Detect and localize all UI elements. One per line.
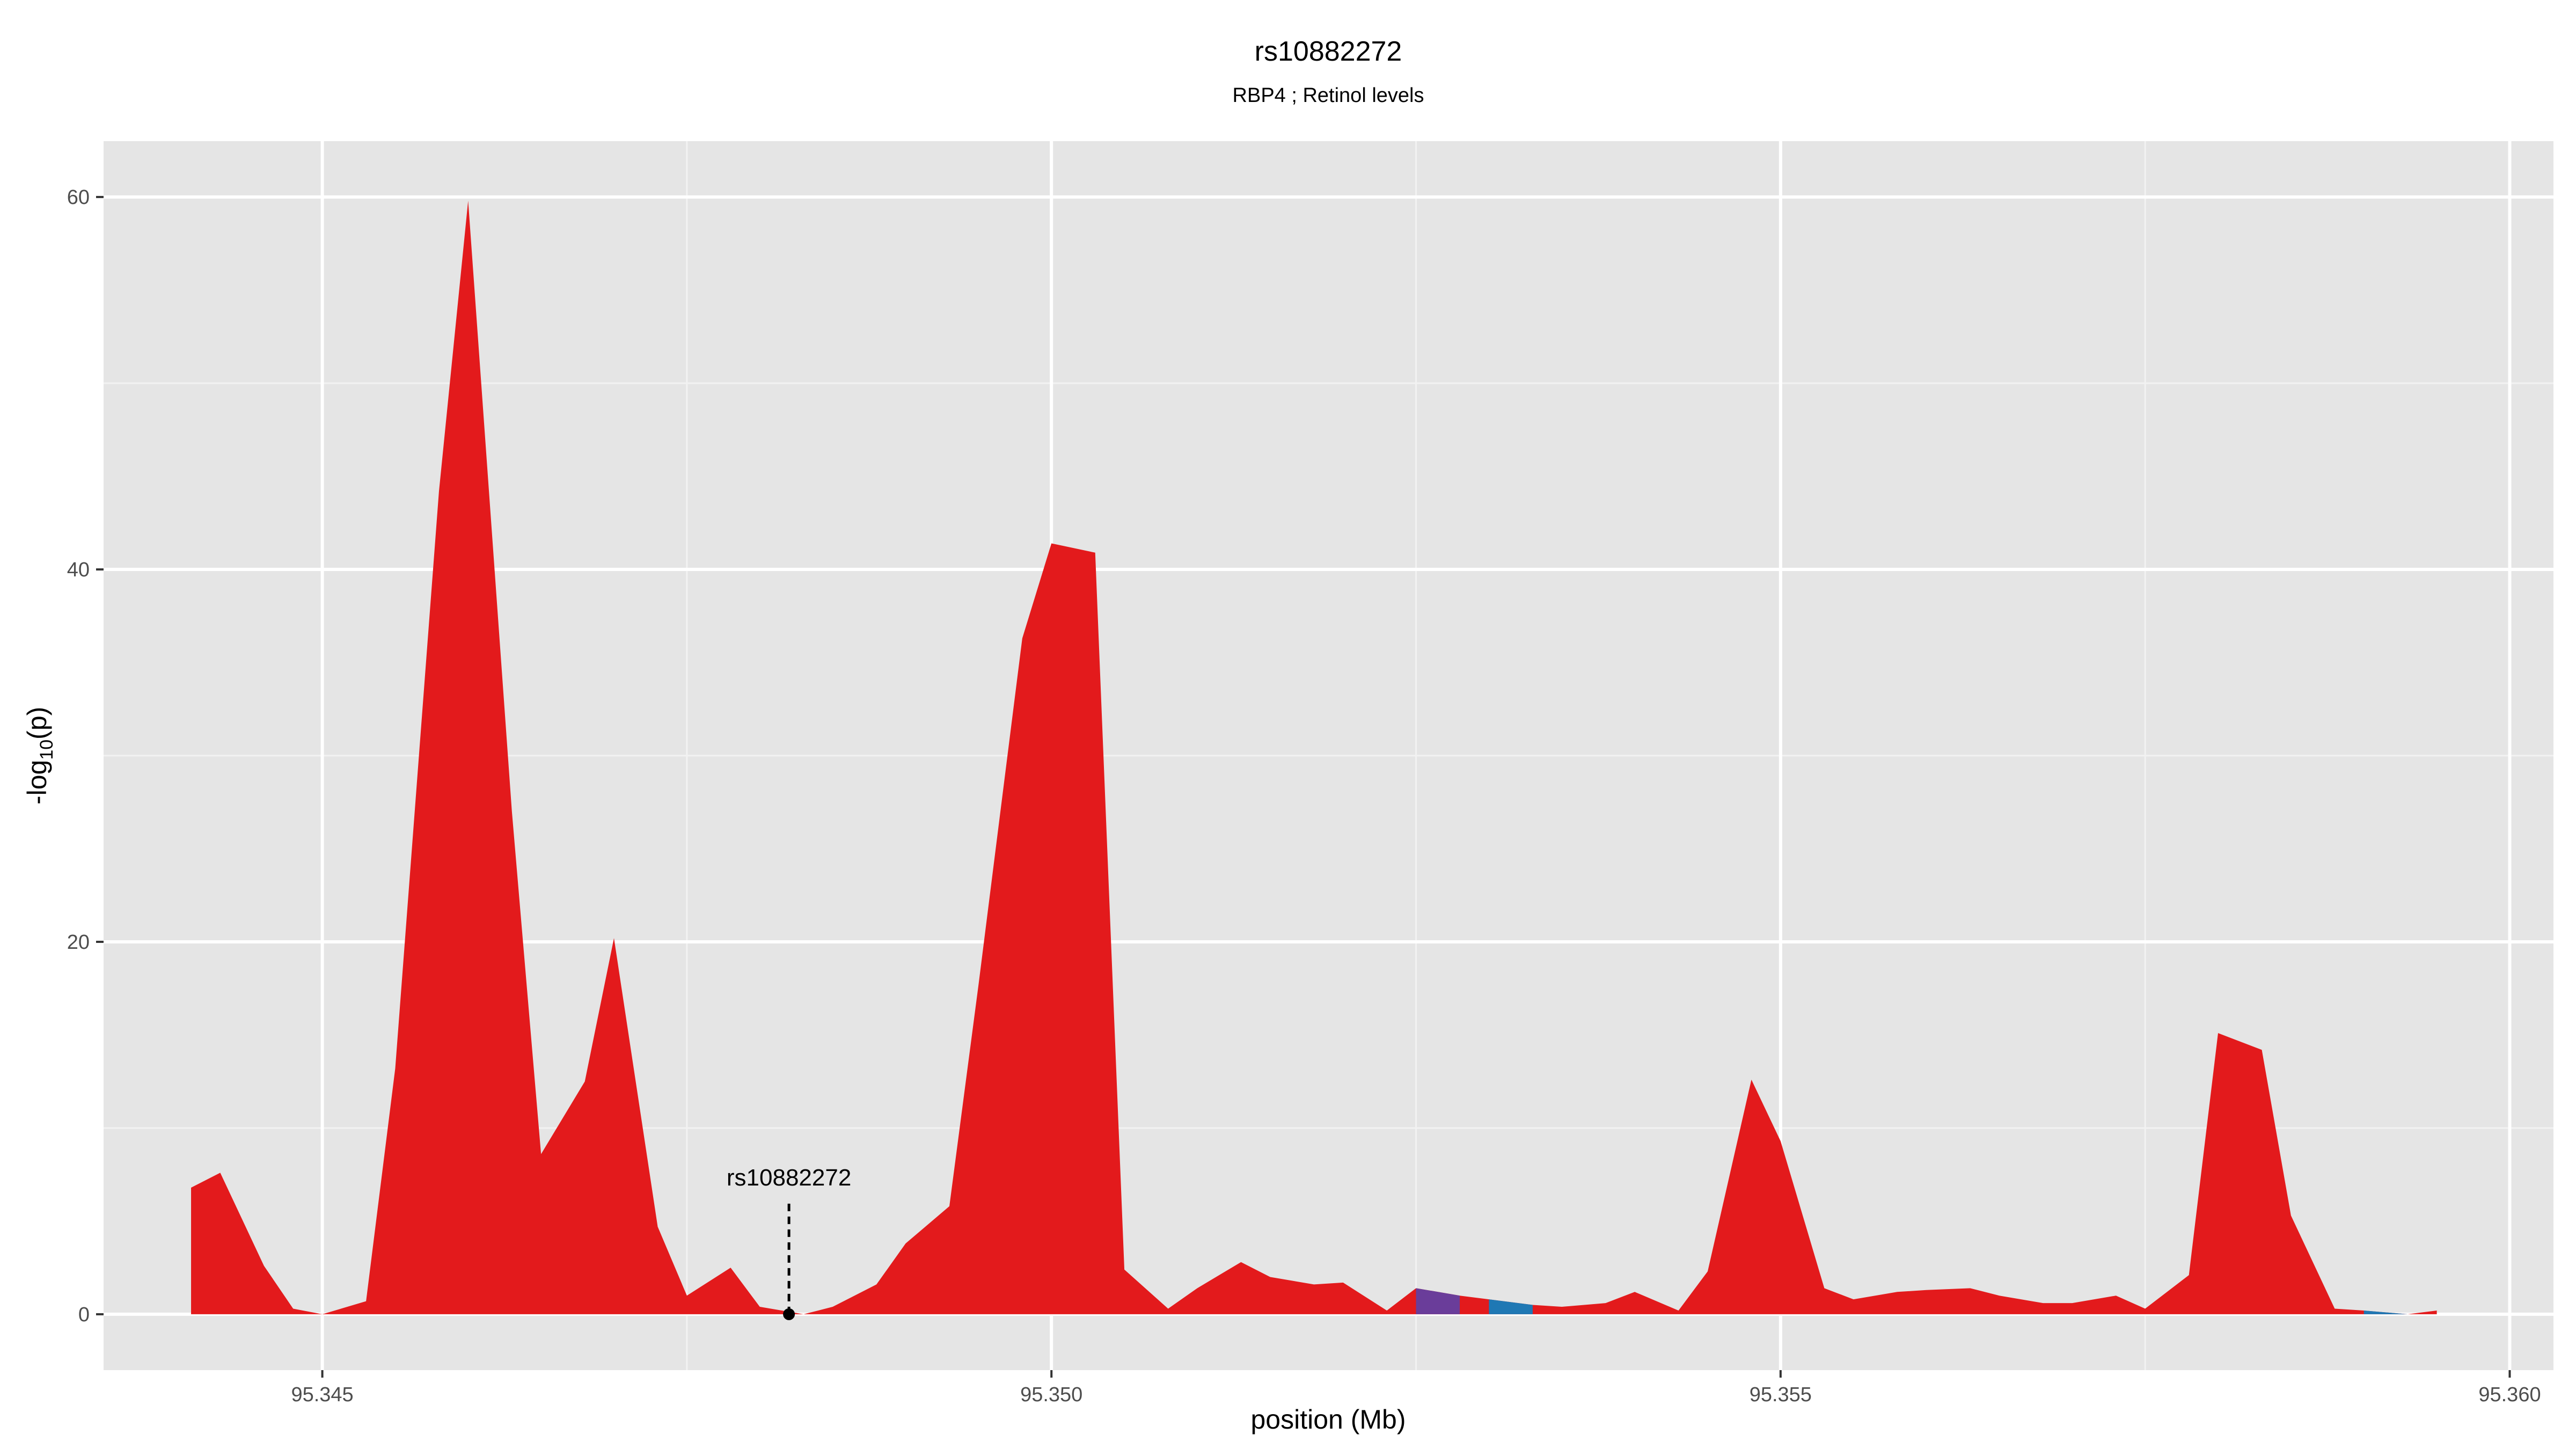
y-axis-title-subscript: 10 <box>36 740 57 760</box>
chart-title: rs10882272 <box>1255 36 1402 67</box>
y-tick-label: 40 <box>67 559 90 581</box>
chart-subtitle: RBP4 ; Retinol levels <box>1233 84 1424 107</box>
annotation: rs10882272 <box>727 1165 851 1320</box>
y-axis-title-tail: (p) <box>22 707 52 740</box>
axis-tick-labels: 95.345 95.350 95.355 95.360 0 20 40 60 <box>67 186 2541 1406</box>
highlight-segment-blue <box>2363 1310 2408 1314</box>
annotation-label: rs10882272 <box>727 1165 851 1191</box>
x-tick-label: 95.360 <box>2478 1384 2541 1406</box>
annotation-point <box>783 1308 795 1320</box>
y-tick-label: 20 <box>67 931 90 954</box>
highlight-segment-blue <box>1489 1299 1533 1314</box>
y-axis-title: -log10(p) <box>22 707 57 804</box>
association-area <box>191 201 2437 1314</box>
area-layer <box>191 201 2437 1314</box>
y-tick-label: 60 <box>67 186 90 209</box>
y-axis-title-main: -log <box>22 760 52 804</box>
axis-ticks <box>96 196 2511 1378</box>
x-axis-title: position (Mb) <box>1251 1404 1406 1435</box>
x-tick-label: 95.350 <box>1020 1384 1082 1406</box>
x-tick-label: 95.355 <box>1750 1384 1812 1406</box>
x-tick-label: 95.345 <box>291 1384 353 1406</box>
y-tick-label: 0 <box>78 1304 90 1326</box>
highlight-segment-purple <box>1416 1288 1460 1314</box>
